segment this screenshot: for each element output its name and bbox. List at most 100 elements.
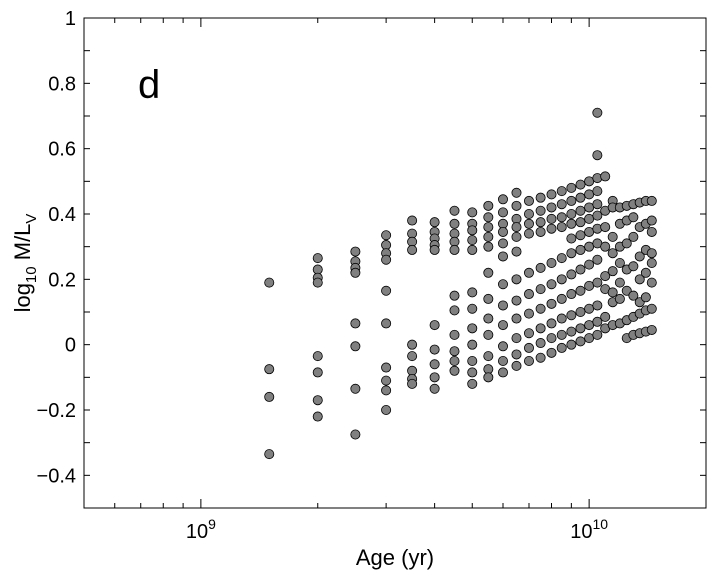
data-point [634,274,645,285]
data-point [584,259,595,270]
data-point [600,222,611,233]
data-point [312,367,323,378]
data-point [646,248,657,259]
x-tick-label-base: 10 [186,521,208,543]
data-point [535,352,546,363]
data-point [449,355,460,366]
data-point [467,225,478,236]
data-point [575,306,586,317]
data-point [523,195,534,206]
data-point [511,246,522,257]
data-point [483,241,494,252]
data-point [429,320,440,331]
data-point [312,351,323,362]
data-point [497,251,508,262]
data-point [467,355,478,366]
data-point [449,365,460,376]
data-point [535,205,546,216]
data-point [607,266,618,277]
data-point [429,344,440,355]
data-point [584,202,595,213]
data-point [264,391,275,402]
data-point [566,182,577,193]
data-point [566,289,577,300]
data-point [407,339,418,350]
data-point [566,233,577,244]
y-tick-label: 0.6 [48,139,76,161]
data-point [546,257,557,268]
data-point [614,293,625,304]
data-point [614,277,625,288]
y-axis-label-mid: M/L [10,224,35,267]
data-point [497,207,508,218]
data-point [449,290,460,301]
data-point [575,205,586,216]
data-point [566,269,577,280]
data-point [483,200,494,211]
data-point [646,257,657,268]
data-point [556,199,567,210]
data-point [467,378,478,389]
data-point [556,342,567,353]
data-point [523,267,534,278]
data-point [483,267,494,278]
data-point [381,375,392,386]
data-point [535,192,546,203]
data-point [264,449,275,460]
tick-marks [83,17,707,509]
data-point [312,277,323,288]
data-point [497,238,508,249]
data-point [429,244,440,255]
data-point [646,195,657,206]
y-axis-label-sub2: V [23,214,40,224]
data-point [523,308,534,319]
data-point [535,226,546,237]
data-point [429,217,440,228]
y-axis-label: log10 M/LV [10,214,40,313]
data-point [575,336,586,347]
data-point [350,429,361,440]
data-point [429,372,440,383]
data-point [566,339,577,350]
data-point [381,254,392,265]
data-point [556,329,567,340]
data-point [566,248,577,259]
data-point [429,359,440,370]
data-point [483,222,494,233]
data-point [483,313,494,324]
data-point [607,231,618,242]
data-point [312,253,323,264]
y-tick-label: 0.2 [48,269,76,291]
x-tick-label-exponent: 9 [208,516,216,532]
data-point [511,360,522,371]
data-point [449,346,460,357]
data-point [556,212,567,223]
data-point [592,329,603,340]
data-point [407,244,418,255]
data-point [646,277,657,288]
data-point [511,313,522,324]
y-tick-label: −0.4 [37,465,76,487]
data-point [483,293,494,304]
data-point [584,213,595,224]
data-point [483,351,494,362]
data-point [312,411,323,422]
data-point [584,241,595,252]
data-point [592,150,603,161]
data-point [535,284,546,295]
data-point [467,287,478,298]
y-axis-label-sub1: 10 [23,266,40,283]
data-point [646,324,657,335]
data-point [535,323,546,334]
data-point [511,333,522,344]
data-point [546,347,557,358]
data-point [628,231,639,242]
data-point [350,318,361,329]
data-point [350,246,361,257]
data-point [511,274,522,285]
data-point [381,404,392,415]
data-point [575,244,586,255]
panel-label: d [138,63,160,107]
data-point [607,248,618,259]
